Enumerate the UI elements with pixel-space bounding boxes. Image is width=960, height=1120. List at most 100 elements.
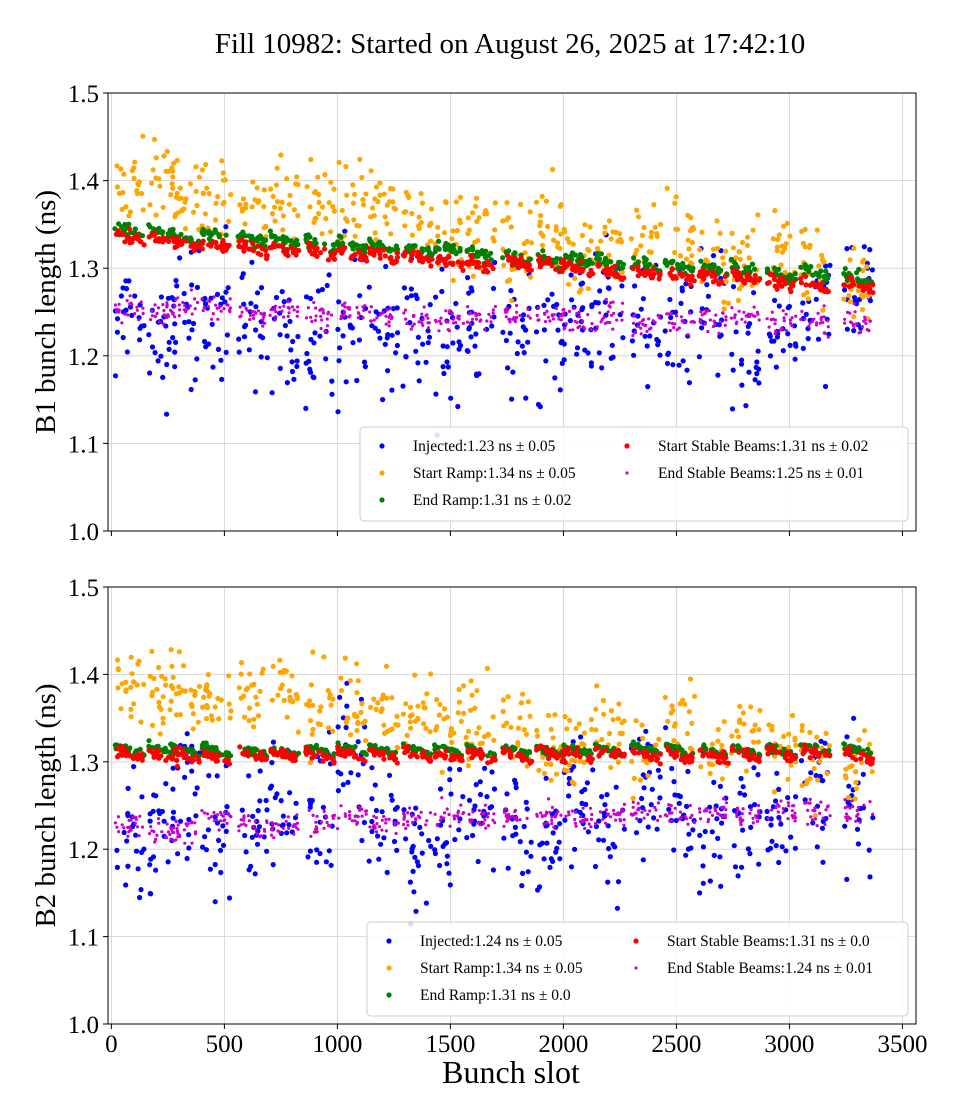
data-point bbox=[444, 309, 448, 313]
data-point bbox=[213, 239, 219, 246]
data-point bbox=[864, 321, 868, 326]
data-point bbox=[354, 727, 360, 734]
data-point bbox=[641, 785, 647, 791]
data-point bbox=[215, 194, 221, 200]
data-point bbox=[182, 319, 188, 325]
data-point bbox=[552, 375, 558, 381]
data-point bbox=[153, 840, 157, 844]
data-point bbox=[168, 308, 173, 312]
data-point bbox=[401, 822, 406, 827]
data-point bbox=[502, 824, 506, 828]
data-point bbox=[263, 252, 269, 258]
data-point bbox=[514, 259, 521, 265]
data-point bbox=[218, 810, 223, 815]
data-point bbox=[415, 360, 421, 366]
data-point bbox=[217, 828, 221, 832]
data-point bbox=[604, 297, 608, 302]
data-point bbox=[136, 658, 142, 664]
data-point bbox=[449, 236, 455, 242]
data-point bbox=[253, 694, 259, 700]
data-point bbox=[738, 361, 745, 367]
data-point bbox=[751, 727, 757, 734]
data-point bbox=[433, 294, 439, 300]
data-point bbox=[607, 258, 613, 265]
data-point bbox=[123, 688, 129, 695]
data-point bbox=[325, 688, 331, 694]
data-point bbox=[435, 233, 441, 239]
data-point bbox=[284, 333, 290, 339]
data-point bbox=[723, 279, 729, 285]
data-point bbox=[508, 288, 514, 294]
data-point bbox=[700, 863, 706, 869]
data-point bbox=[254, 238, 261, 244]
data-point bbox=[184, 731, 190, 737]
data-point bbox=[382, 214, 388, 220]
data-point bbox=[190, 726, 196, 732]
data-point bbox=[335, 769, 341, 775]
data-point bbox=[214, 773, 220, 779]
data-point bbox=[506, 818, 510, 823]
data-point bbox=[437, 786, 444, 792]
data-point bbox=[319, 286, 325, 293]
data-point bbox=[507, 330, 513, 336]
data-point bbox=[348, 810, 352, 814]
data-point bbox=[119, 206, 125, 212]
data-point bbox=[116, 815, 120, 819]
data-point bbox=[853, 779, 859, 785]
data-point bbox=[205, 672, 211, 678]
data-point bbox=[308, 336, 314, 343]
data-point bbox=[277, 823, 281, 827]
data-point bbox=[269, 233, 275, 239]
y-axis-label: B2 bunch length (ns) bbox=[30, 683, 62, 927]
data-point bbox=[792, 341, 799, 347]
data-point bbox=[127, 825, 132, 829]
data-point bbox=[548, 726, 554, 733]
data-point bbox=[303, 236, 309, 242]
data-point bbox=[121, 171, 127, 177]
data-point bbox=[755, 739, 762, 745]
data-point bbox=[573, 821, 578, 825]
data-point bbox=[375, 822, 379, 826]
data-point bbox=[734, 277, 741, 283]
data-point bbox=[268, 186, 274, 192]
data-point bbox=[121, 829, 127, 836]
data-point bbox=[315, 814, 319, 818]
data-point bbox=[594, 744, 600, 750]
data-point bbox=[148, 891, 154, 897]
data-point bbox=[468, 707, 474, 713]
data-point bbox=[336, 358, 342, 364]
data-point bbox=[689, 261, 695, 267]
data-point bbox=[170, 815, 176, 821]
data-point bbox=[628, 236, 635, 242]
data-point bbox=[200, 809, 204, 813]
data-point bbox=[673, 275, 679, 281]
data-point bbox=[257, 768, 263, 774]
data-point bbox=[744, 242, 751, 248]
data-point bbox=[567, 309, 572, 313]
series-start-ramp bbox=[114, 647, 875, 819]
data-point bbox=[150, 314, 154, 318]
data-point bbox=[515, 740, 521, 746]
data-point bbox=[124, 838, 130, 844]
data-point bbox=[615, 879, 622, 885]
data-point bbox=[252, 316, 256, 320]
data-point bbox=[585, 818, 589, 822]
data-point bbox=[451, 317, 455, 321]
data-point bbox=[404, 317, 408, 321]
data-point bbox=[372, 814, 376, 818]
data-point bbox=[210, 364, 216, 370]
data-point bbox=[335, 788, 341, 794]
data-point bbox=[640, 857, 646, 863]
data-point bbox=[146, 738, 152, 744]
data-point bbox=[134, 188, 140, 194]
data-point bbox=[432, 742, 438, 748]
data-point bbox=[742, 310, 746, 314]
data-point bbox=[508, 751, 514, 757]
data-point bbox=[474, 688, 480, 694]
data-point bbox=[173, 339, 179, 345]
data-point bbox=[425, 819, 429, 823]
data-point bbox=[277, 669, 283, 676]
data-point bbox=[708, 318, 713, 322]
data-point bbox=[384, 829, 388, 833]
data-point bbox=[589, 726, 595, 733]
